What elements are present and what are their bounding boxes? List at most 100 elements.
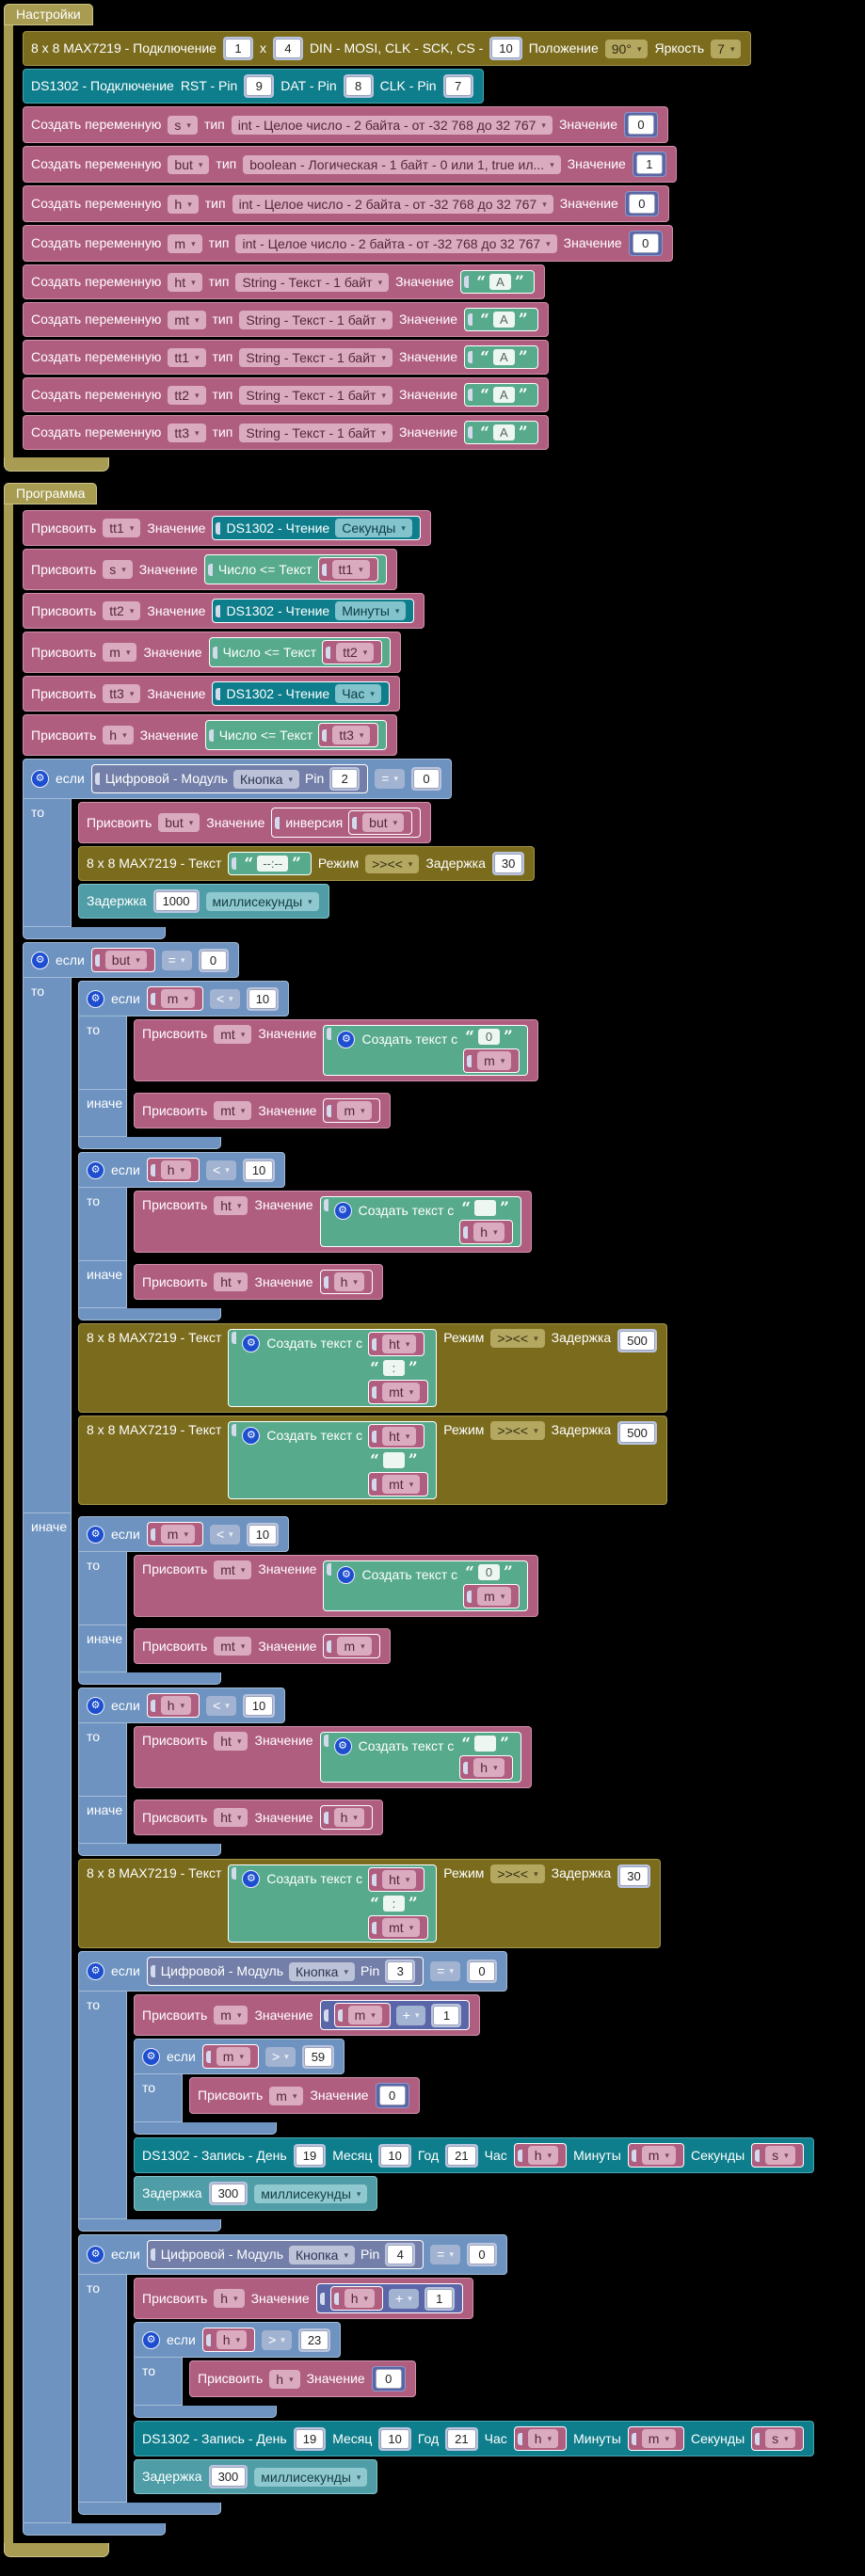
gear-icon[interactable]: ⚙ [337,1566,356,1584]
dropdown[interactable]: 7 ▾ [711,39,742,58]
variable-chip[interactable]: ht ▾ [382,1335,417,1353]
variable-chip[interactable]: mt ▾ [214,1637,252,1656]
gear-icon[interactable]: ⚙ [87,1160,104,1179]
number-input[interactable]: 1 [222,37,253,60]
dropdown[interactable]: миллисекунды ▾ [254,2467,368,2487]
if-header[interactable]: ⚙ если but ▾ = ▾ 0 [23,942,239,978]
number-field[interactable]: 0 [628,194,655,214]
number-field[interactable]: 10 [248,1524,278,1544]
number-block[interactable]: 0 [371,2366,406,2392]
string-field[interactable]: A [492,387,515,403]
gear-icon[interactable]: ⚙ [31,951,49,969]
dropdown[interactable]: миллисекунды ▾ [205,891,319,911]
number-input[interactable]: 1 [424,2286,455,2311]
assign-block[interactable]: Присвоить tt3 ▾ Значение DS1302 - Чтение Час ▾ [23,676,400,712]
gear-icon[interactable]: ⚙ [337,1031,356,1048]
variable-block[interactable]: mt ▾ [368,1472,429,1496]
number-field[interactable]: 0 [468,1961,495,1981]
number-field[interactable]: 9 [246,76,273,96]
ds1302-read-block[interactable]: DS1302 - Чтение Минуты ▾ [212,599,415,623]
dropdown[interactable]: int - Целое число - 2 байта - от -32 768… [231,115,553,135]
variable-chip[interactable]: m ▾ [103,643,137,662]
number-input[interactable]: 21 [445,2143,478,2168]
operator-dropdown[interactable]: = ▾ [375,769,405,789]
variable-chip[interactable]: mt ▾ [382,1383,421,1401]
number-field[interactable]: 10 [248,988,278,1009]
section-tab[interactable]: Настройки [4,4,93,25]
variable-block[interactable]: h ▾ [319,1270,373,1294]
number-field[interactable]: 1 [433,2005,460,2025]
number-field[interactable]: 21 [447,2428,476,2449]
variable-block[interactable]: but ▾ [348,810,413,835]
number-field[interactable]: 3 [387,1961,414,1981]
ds1302-write-block[interactable]: DS1302 - Запись - День 19 Месяц 10 Год 21 Час h… [134,2137,814,2173]
variable-chip[interactable]: m ▾ [641,2146,676,2165]
variable-block[interactable]: m ▾ [201,2044,259,2069]
dropdown[interactable]: String - Текст - 1 байт ▾ [235,272,390,292]
number-block[interactable]: 0 [624,191,659,216]
number-input[interactable]: 8 [343,74,374,98]
variable-chip[interactable]: ht ▾ [214,1272,248,1291]
dropdown[interactable]: s ▾ [168,115,198,135]
variable-chip[interactable]: but ▾ [362,813,405,832]
string-field[interactable] [474,1200,497,1216]
variable-block[interactable]: tt2 ▾ [322,640,383,664]
assign-block[interactable]: Присвоить h ▾ Значение Число <= Текст tt3 ▾ [23,714,398,756]
variable-block[interactable]: h ▾ [146,1158,200,1182]
variable-block[interactable]: h ▾ [513,2426,568,2451]
dropdown[interactable]: Час ▾ [335,684,381,703]
number-field[interactable]: 0 [468,2245,495,2264]
assign-block[interactable]: Присвоить h ▾ Значение h ▾ + ▾ 1 [134,2278,473,2319]
variable-chip[interactable]: m ▾ [337,1637,372,1656]
dropdown[interactable]: 90° ▾ [604,39,649,58]
variable-chip[interactable]: h ▾ [216,2330,248,2349]
variable-block[interactable]: ht ▾ [368,1332,425,1356]
if-header[interactable]: ⚙ если h ▾ < ▾ 10 [78,1688,286,1723]
number-input[interactable]: 4 [385,2243,416,2266]
variable-chip[interactable]: s ▾ [103,560,133,579]
number-field[interactable]: 10 [380,2145,409,2166]
variable-chip[interactable]: m ▾ [347,2006,382,2024]
variable-block[interactable]: s ▾ [751,2426,804,2451]
number-field[interactable]: 30 [493,854,523,873]
number-input[interactable]: 0 [410,767,441,791]
number-field[interactable]: 10 [491,39,521,58]
number-field[interactable]: 10 [244,1695,274,1716]
number-input[interactable]: 7 [442,74,473,98]
gear-icon[interactable]: ⚙ [87,1696,104,1715]
operator-dropdown[interactable]: = ▾ [430,1961,460,1981]
number-field[interactable]: 10 [244,1160,274,1180]
create-variable-block[interactable]: Создать переменную tt2 ▾ тип String - Текст … [23,377,549,412]
variable-chip[interactable]: h ▾ [269,2369,300,2389]
variable-chip[interactable]: m ▾ [337,1101,372,1120]
assign-block[interactable]: Присвоить tt1 ▾ Значение DS1302 - Чтение Секу… [23,510,431,546]
variable-chip[interactable]: h ▾ [527,2429,559,2448]
number-input[interactable]: 10 [246,986,280,1011]
variable-block[interactable]: m ▾ [627,2426,684,2451]
number-input[interactable]: 1000 [152,889,200,913]
delay-block[interactable]: Задержка 300 миллисекунды ▾ [134,2176,378,2211]
string-field[interactable] [474,1736,497,1752]
gear-icon[interactable]: ⚙ [242,1870,261,1888]
number-input[interactable]: 10 [246,1522,280,1546]
gear-icon[interactable]: ⚙ [242,1427,261,1445]
number-input[interactable]: 10 [242,1693,276,1718]
max7219-text-block[interactable]: 8 x 8 MAX7219 - Текст ⚙ Создать текст с ht ▾… [78,1323,667,1413]
variable-chip[interactable]: tt1 ▾ [103,519,141,537]
if-header[interactable]: ⚙ если Цифровой - Модуль Кнопка ▾ Pin 3 = ▾ 0 [78,1951,507,1992]
dropdown[interactable]: but ▾ [168,154,210,174]
variable-chip[interactable]: ht ▾ [382,1870,417,1889]
inversion-block[interactable]: инверсия but ▾ [271,808,422,838]
gear-icon[interactable]: ⚙ [142,2330,160,2349]
number-input[interactable]: 19 [293,2143,327,2168]
string-field[interactable]: 0 [477,1029,500,1045]
number-field[interactable]: 4 [274,39,301,58]
variable-block[interactable]: h ▾ [319,1805,373,1830]
number-input[interactable]: 30 [617,1864,650,1888]
assign-block[interactable]: Присвоить mt ▾ Значение ⚙ Создать текст с “0” m… [134,1019,539,1081]
number-field[interactable]: 1 [224,39,251,58]
variable-chip[interactable]: s ▾ [765,2429,795,2448]
gear-icon[interactable]: ⚙ [242,1335,261,1352]
string-block[interactable]: “A” [464,421,538,444]
number-field[interactable]: 1 [635,154,663,174]
